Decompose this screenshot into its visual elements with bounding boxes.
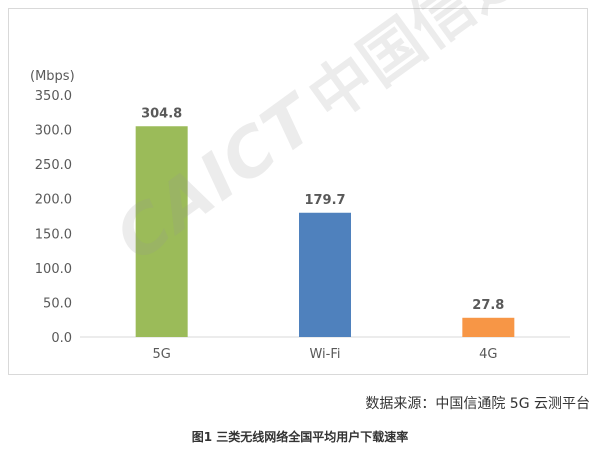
- bar-4g: [462, 317, 515, 337]
- y-tick-label: 0.0: [51, 331, 72, 346]
- chart-frame: [8, 8, 588, 375]
- y-tick-label: 300.0: [35, 124, 72, 139]
- bar-chart: (Mbps) 0.0 50.0 100.0 150.0 200.0 250.0 300.0 35…: [30, 69, 570, 362]
- figure-caption: 图1 三类无线网络全国平均用户下载速率: [191, 430, 409, 444]
- y-tick-label: 350.0: [35, 89, 72, 104]
- data-label: 27.8: [472, 298, 504, 313]
- x-tick-label: Wi-Fi: [309, 347, 340, 362]
- y-unit-label: (Mbps): [30, 69, 75, 84]
- y-tick-label: 250.0: [35, 158, 72, 173]
- bar-wi-fi: [299, 212, 351, 337]
- y-tick-label: 200.0: [35, 193, 72, 208]
- source-note: 数据来源：中国信通院 5G 云测平台: [365, 396, 590, 412]
- y-tick-label: 100.0: [35, 262, 72, 277]
- y-tick-label: 150.0: [35, 227, 72, 242]
- bar-5g: [135, 126, 188, 338]
- y-tick-label: 50.0: [43, 296, 72, 311]
- x-tick-label: 4G: [479, 347, 497, 362]
- data-label: 179.7: [304, 193, 345, 208]
- x-tick-label: 5G: [152, 347, 170, 362]
- data-label: 304.8: [141, 106, 182, 121]
